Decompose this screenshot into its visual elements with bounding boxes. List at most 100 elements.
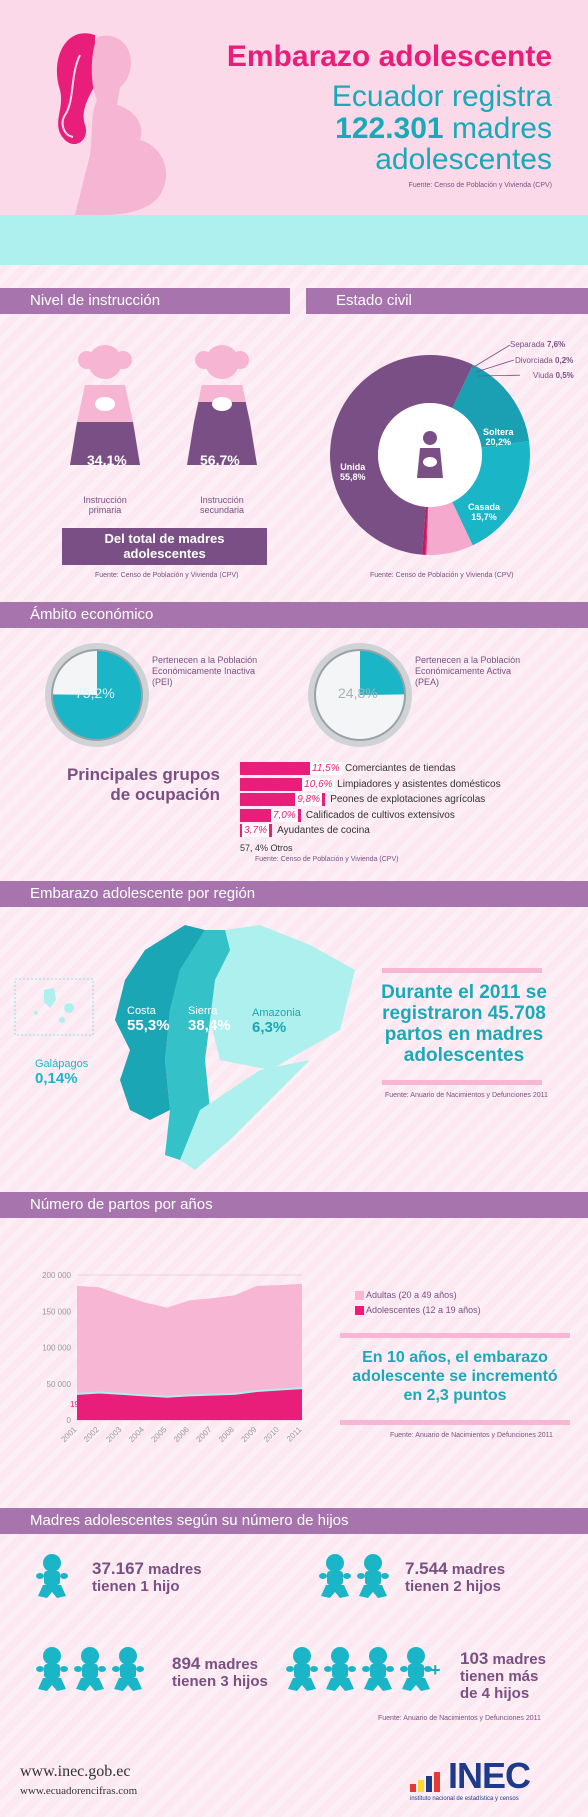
x-tick-label: 2001 (59, 1425, 78, 1444)
donut-slice-divorciada (425, 506, 429, 555)
soltera-label: Soltera 20,2% (483, 427, 514, 447)
partos-heading-bar: Número de partos por años (0, 1192, 588, 1218)
start-label: 19,7% (70, 1400, 93, 1409)
viuda-name: Viuda (533, 371, 554, 380)
hijos-3-rest: madres (204, 1656, 258, 1673)
occupation-value: 7,0% (270, 808, 298, 822)
amazonia-region (200, 925, 355, 1070)
hijos-heading-bar: Madres adolescentes según su número de h… (0, 1508, 588, 1534)
x-tick-label: 2010 (262, 1425, 281, 1444)
pea-fill-arc (360, 650, 405, 695)
costa-label: Costa 55,3% (127, 1005, 170, 1034)
pea-gauge (308, 643, 412, 747)
hijos-3-line2: tienen 3 hijos (172, 1673, 268, 1690)
partos-heading: Número de partos por años (30, 1196, 213, 1213)
economico-heading: Ámbito económico (30, 606, 154, 623)
y-tick-label: 0 (67, 1416, 72, 1425)
subtitle-rest: madres (451, 112, 552, 145)
partos-area-chart: 0 50 000 100 000 150 000 200 000 2001 2002 2003… (42, 1271, 304, 1444)
hijos-4-line2: tienen más (460, 1668, 539, 1685)
header-section: Embarazo adolescente Ecuador registra 12… (0, 0, 588, 215)
soltera-value: 20,2% (485, 437, 512, 447)
occupation-label: Comerciantes de tiendas (345, 763, 456, 774)
pei-gauge (45, 643, 149, 747)
secundaria-label-line1: Instrucción (200, 495, 244, 505)
amazonia-value: 6,3% (252, 1019, 287, 1036)
unida-name: Unida (340, 462, 366, 472)
adolescentes-line (76, 1387, 303, 1398)
donut-slice-casada (452, 364, 530, 448)
girl-secundaria-icon (187, 345, 257, 465)
estado-source: Fuente: Censo de Población y Vivienda (C… (370, 572, 514, 579)
galapagos-value: 0,14% (35, 1070, 78, 1087)
hijos-1-text: 37.167 madres tienen 1 hijo (92, 1560, 202, 1595)
subtitle-line2: 122.301 madres (335, 112, 552, 146)
baby-icon (399, 1645, 433, 1698)
occupation-value: 9,8% (295, 793, 322, 806)
durante-bottom-line (382, 1080, 542, 1085)
durante-line2: registraron 45.708 (382, 1003, 546, 1024)
casada-label: Casada 15,7% (468, 502, 500, 522)
divorciada-value: 0,2% (555, 356, 574, 365)
conclusion-line1: En 10 años, el embarazo (362, 1349, 548, 1366)
babies-4-group (285, 1645, 455, 1700)
pei-value: 75,2% (75, 685, 115, 701)
primaria-label-line2: primaria (88, 505, 122, 515)
costa-value: 55,3% (127, 1017, 170, 1034)
baby-icon (361, 1645, 395, 1698)
pea-value: 24,8% (338, 685, 378, 701)
y-tick-label: 150 000 (42, 1307, 71, 1316)
x-tick-label: 2011 (285, 1425, 304, 1444)
subtitle-number: 122.301 (335, 112, 444, 145)
pei-label-line2: Económicamente Inactiva (152, 666, 256, 676)
otros-label: 57, 4% Otros (240, 843, 293, 853)
instruccion-heading: Nivel de instrucción (30, 292, 161, 309)
babies-2-group (318, 1552, 402, 1607)
sierra-region (165, 930, 230, 1160)
x-tick-label: 2005 (149, 1425, 168, 1444)
instruccion-banner: Del total de madres adolescentes (62, 528, 267, 565)
end-label: 22% (285, 1397, 302, 1406)
separada-label: Separada 7,6% (510, 340, 565, 349)
hijos-1-number: 37.167 (92, 1559, 144, 1578)
hijos-2-text: 7.544 madres tienen 2 hijos (405, 1560, 505, 1595)
y-tick-label: 50 000 (47, 1380, 72, 1389)
separada-name: Separada (510, 340, 545, 349)
hijos-source: Fuente: Anuario de Nacimientos y Defunci… (378, 1715, 541, 1722)
subtitle-line3: adolescentes (375, 143, 552, 176)
ecuador-map (115, 925, 355, 1170)
region-heading: Embarazo adolescente por región (30, 885, 256, 902)
footer-url2: www.ecuadorencifras.com (20, 1785, 138, 1797)
secundaria-label-line2: secundaria (199, 505, 245, 515)
x-tick-label: 2008 (217, 1425, 236, 1444)
baby-icon (73, 1645, 107, 1698)
region-source: Fuente: Anuario de Nacimientos y Defunci… (385, 1092, 548, 1099)
grupos-title-line1: Principales grupos (66, 765, 220, 784)
economico-heading-bar: Ámbito económico (0, 602, 588, 628)
pei-fill-arc (51, 650, 142, 740)
inec-bars-icon (410, 1772, 440, 1792)
viuda-label: Viuda 0,5% (533, 371, 574, 380)
galapagos-name: Galápagos (35, 1058, 89, 1070)
baby-icon (356, 1552, 390, 1605)
durante-line1: Durante el 2011 se (381, 982, 547, 1003)
hijos-4-rest: madres (492, 1651, 546, 1668)
unida-label: Unida 55,8% (340, 462, 366, 482)
mother-baby-icon (417, 431, 443, 478)
footer-url1: www.inec.gob.ec (20, 1763, 131, 1780)
x-tick-label: 2007 (194, 1425, 213, 1444)
legend-adolescentes-swatch (355, 1306, 364, 1316)
pea-label-line2: Económicamente Activa (415, 666, 512, 676)
x-tick-label: 2003 (104, 1425, 123, 1444)
banner-line1: Del total de madres (104, 531, 225, 546)
baby-icon (285, 1645, 319, 1698)
occupation-label: Ayudantes de cocina (277, 825, 370, 836)
x-tick-label: 2004 (127, 1425, 146, 1444)
secundaria-pct: 56,7% (200, 452, 240, 468)
donut-slice-soltera (452, 441, 530, 546)
pea-label: Pertenecen a la Población Económicamente… (415, 655, 520, 688)
durante-line3: partos en madres (384, 1024, 544, 1045)
donut-slice-viuda (422, 506, 428, 555)
soltera-name: Soltera (483, 427, 514, 437)
durante-text: Durante el 2011 se registraron 45.708 pa… (364, 982, 564, 1066)
